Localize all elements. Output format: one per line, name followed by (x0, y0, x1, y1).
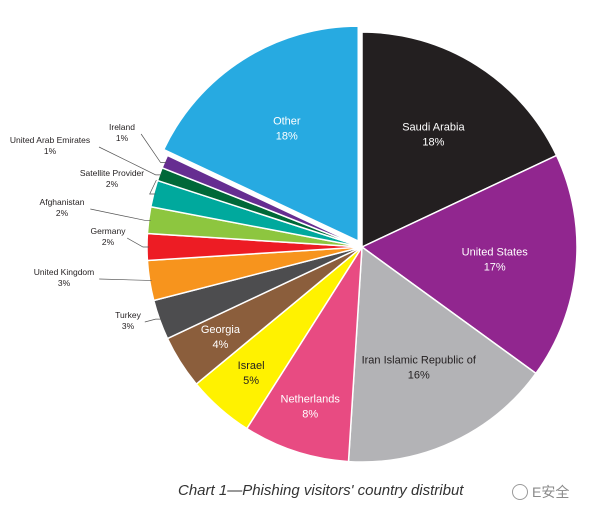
label-israel: Israel 5% (238, 360, 265, 387)
label-saudi-arabia: Saudi Arabia 18% (402, 121, 465, 148)
chart-caption: Chart 1—Phishing visitors' country distr… (178, 482, 464, 499)
slice-saudi-arabia (361, 31, 558, 249)
wechat-icon (512, 484, 528, 500)
slice-netherlands (245, 246, 363, 463)
label-germany: Germany 2% (91, 226, 127, 247)
label-united-arab-emirates: United Arab Emirates 1% (10, 135, 90, 156)
label-netherlands: Netherlands 8% (281, 393, 341, 420)
label-ireland: Ireland 1% (109, 122, 135, 143)
watermark-text: E安全 (532, 484, 570, 500)
leader-lines (90, 133, 167, 323)
slice-other (162, 25, 359, 243)
leader-united-arab-emirates (98, 146, 162, 176)
label-satellite-provider: Satellite Provider 2% (80, 168, 144, 189)
slice-united-states (360, 154, 578, 375)
label-united-kingdom: United Kingdom 3% (34, 267, 94, 288)
leader-united-kingdom (99, 278, 152, 281)
slice-iran-islamic-republic-of (347, 245, 537, 463)
label-afghanistan: Afghanistan 2% (40, 197, 85, 218)
label-united-states: United States 17% (462, 247, 529, 274)
slice-labels: Saudi Arabia 18% United States 17% Iran Isla… (10, 116, 528, 421)
slice-ireland (161, 154, 363, 248)
label-turkey: Turkey 3% (115, 310, 141, 331)
label-georgia: Georgia 4% (201, 324, 241, 351)
leader-satellite-provider (149, 179, 157, 195)
label-other: Other 18% (273, 116, 301, 143)
leader-afghanistan (90, 208, 151, 221)
watermark: E安全 (512, 482, 569, 502)
pie-slices (146, 25, 578, 463)
label-iran-islamic-republic-of: Iran Islamic Republic of 16% (362, 355, 477, 382)
leader-turkey (144, 318, 162, 323)
leader-ireland (140, 133, 167, 163)
leader-germany (126, 237, 149, 248)
